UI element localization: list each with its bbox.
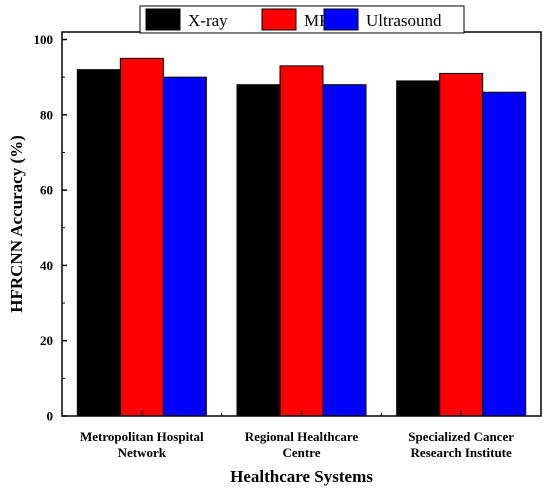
- bar-ultrasound-0: [162, 76, 207, 417]
- legend-swatch-x-ray: [145, 8, 181, 31]
- bar-mri-2: [439, 72, 484, 417]
- bar-mri-0: [119, 57, 164, 417]
- x-category-label: Metropolitan Hospital: [80, 429, 204, 444]
- y-tick-label: 40: [40, 258, 53, 273]
- bar-ultrasound-2: [482, 91, 527, 417]
- x-category-label: Specialized Cancer: [408, 429, 514, 444]
- legend-box: [139, 5, 465, 34]
- bar-x-ray-0: [76, 69, 121, 417]
- y-tick-label: 100: [34, 32, 54, 47]
- legend-label: Ultrasound: [366, 11, 442, 30]
- x-category-label: Centre: [282, 445, 320, 460]
- bar-ultrasound-1: [322, 84, 367, 417]
- legend-label: X-ray: [188, 11, 228, 30]
- y-axis-title: HFRCNN Accuracy (%): [7, 135, 26, 313]
- bar-x-ray-1: [236, 84, 281, 417]
- legend-swatch-ultrasound: [323, 8, 359, 31]
- legend-swatch-mri: [261, 8, 297, 31]
- y-tick-label: 20: [40, 333, 53, 348]
- x-category-label: Network: [118, 445, 167, 460]
- bar-mri-1: [279, 65, 324, 417]
- x-category-label: Research Institute: [411, 445, 512, 460]
- y-tick-label: 0: [47, 409, 54, 424]
- bars-group: [76, 57, 527, 417]
- y-tick-label: 80: [40, 107, 53, 122]
- y-tick-label: 60: [40, 183, 53, 198]
- x-category-label: Regional Healthcare: [245, 429, 359, 444]
- x-axis-title: Healthcare Systems: [230, 467, 373, 486]
- bar-x-ray-2: [396, 80, 441, 417]
- y-axis: 0 20 40 60 80 100: [34, 32, 67, 424]
- legend: X-ray MRI Ultrasound: [139, 5, 465, 34]
